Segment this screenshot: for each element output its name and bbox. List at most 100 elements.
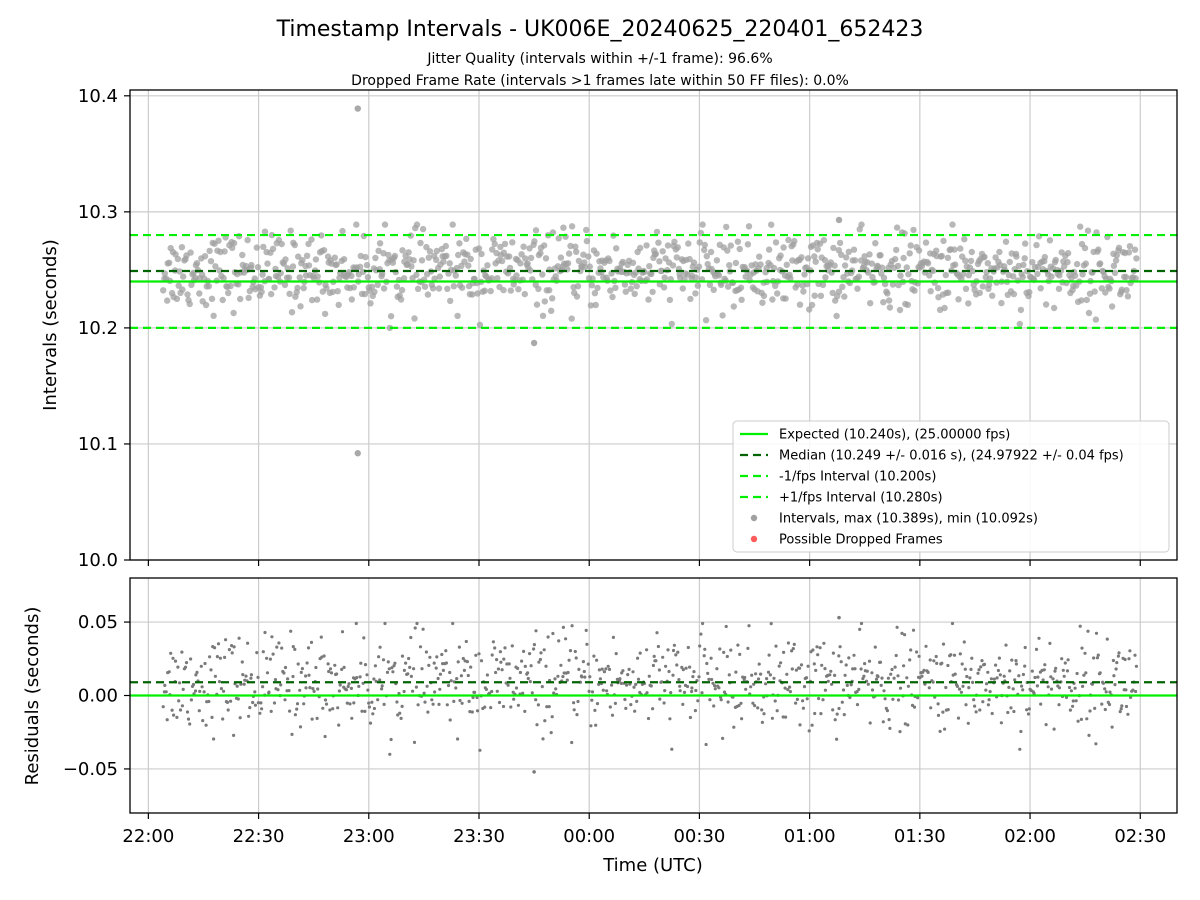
interval-point bbox=[340, 256, 348, 263]
residual-point bbox=[851, 667, 855, 671]
residual-point bbox=[561, 675, 565, 679]
interval-point bbox=[838, 251, 845, 258]
residual-point bbox=[501, 704, 506, 709]
interval-point bbox=[965, 272, 972, 279]
interval-point bbox=[308, 236, 315, 243]
residual-point bbox=[170, 708, 174, 712]
residual-point bbox=[448, 718, 452, 722]
residual-point bbox=[528, 680, 532, 684]
interval-point bbox=[348, 272, 355, 280]
residual-point bbox=[629, 703, 633, 707]
residual-point bbox=[426, 710, 430, 714]
residual-point bbox=[1074, 699, 1078, 703]
interval-point bbox=[532, 227, 540, 234]
residual-point bbox=[221, 717, 225, 721]
residual-point bbox=[831, 708, 835, 712]
residual-point bbox=[935, 661, 939, 666]
interval-point bbox=[334, 288, 341, 295]
interval-point bbox=[188, 281, 195, 289]
residual-point bbox=[248, 706, 252, 710]
residual-point bbox=[485, 673, 489, 677]
interval-point bbox=[318, 232, 325, 239]
interval-point bbox=[800, 288, 807, 295]
residual-point bbox=[610, 683, 614, 687]
residual-point bbox=[727, 673, 731, 677]
residual-point bbox=[539, 651, 543, 655]
residual-point bbox=[306, 646, 311, 650]
residual-point bbox=[194, 673, 198, 677]
residual-point bbox=[590, 690, 595, 694]
interval-point bbox=[713, 257, 721, 264]
residual-point bbox=[893, 665, 897, 669]
interval-point bbox=[1124, 293, 1132, 300]
residual-point bbox=[981, 700, 985, 704]
interval-point bbox=[235, 281, 242, 288]
residual-point bbox=[329, 671, 334, 675]
interval-point bbox=[668, 320, 675, 328]
residual-point bbox=[1069, 689, 1073, 693]
residual-point bbox=[259, 701, 263, 705]
residual-point bbox=[998, 673, 1002, 677]
interval-point bbox=[433, 247, 440, 255]
residual-point bbox=[886, 676, 891, 680]
interval-point bbox=[261, 228, 269, 235]
interval-point bbox=[1083, 296, 1091, 304]
residual-point bbox=[446, 683, 451, 688]
residual-point bbox=[859, 621, 864, 626]
residual-point bbox=[544, 664, 548, 668]
residual-point bbox=[1117, 651, 1121, 655]
residual-point bbox=[328, 708, 332, 712]
residual-point bbox=[1107, 702, 1112, 707]
interval-point bbox=[227, 282, 234, 290]
residual-point bbox=[666, 648, 670, 652]
residual-point bbox=[435, 655, 439, 659]
residual-point bbox=[833, 718, 837, 722]
residual-point bbox=[701, 621, 705, 626]
residual-point bbox=[840, 700, 844, 704]
residual-point bbox=[1044, 723, 1048, 727]
residual-point bbox=[826, 679, 830, 683]
interval-point bbox=[609, 293, 616, 301]
residual-point bbox=[1051, 677, 1055, 681]
interval-point bbox=[836, 239, 844, 247]
residual-point bbox=[497, 700, 502, 705]
residual-point bbox=[785, 672, 789, 676]
residual-point bbox=[338, 683, 342, 687]
residual-point bbox=[989, 677, 994, 681]
residual-point bbox=[1007, 685, 1011, 690]
residual-point bbox=[987, 698, 991, 702]
residual-point bbox=[816, 653, 820, 657]
residual-point bbox=[272, 701, 277, 705]
interval-point bbox=[371, 288, 378, 295]
interval-point bbox=[321, 310, 329, 318]
residual-point bbox=[452, 699, 456, 704]
interval-point bbox=[1073, 260, 1081, 268]
interval-point bbox=[173, 295, 181, 302]
residual-point bbox=[589, 724, 593, 728]
residual-point bbox=[282, 671, 286, 675]
residual-point bbox=[749, 685, 753, 689]
interval-point bbox=[981, 253, 988, 261]
interval-point bbox=[941, 304, 948, 312]
residual-point bbox=[694, 688, 698, 693]
residual-point bbox=[427, 663, 431, 668]
interval-point bbox=[399, 247, 406, 254]
residual-point bbox=[462, 668, 466, 673]
residual-point bbox=[210, 715, 214, 720]
residual-point bbox=[690, 689, 694, 694]
residual-point bbox=[261, 685, 265, 689]
residual-point bbox=[392, 664, 396, 668]
residual-point bbox=[424, 650, 428, 654]
residual-point bbox=[888, 726, 892, 731]
interval-point bbox=[621, 281, 629, 288]
residual-point bbox=[760, 720, 765, 725]
interval-point bbox=[1006, 258, 1013, 266]
residual-point bbox=[347, 682, 351, 686]
residual-point bbox=[451, 621, 455, 626]
residual-point bbox=[908, 658, 912, 662]
interval-point bbox=[841, 293, 848, 300]
residuals-y-tick-label: 0.00 bbox=[78, 686, 118, 707]
intervals-x-ticks bbox=[147, 560, 1141, 566]
interval-point bbox=[398, 286, 406, 294]
residual-point bbox=[1113, 683, 1117, 687]
